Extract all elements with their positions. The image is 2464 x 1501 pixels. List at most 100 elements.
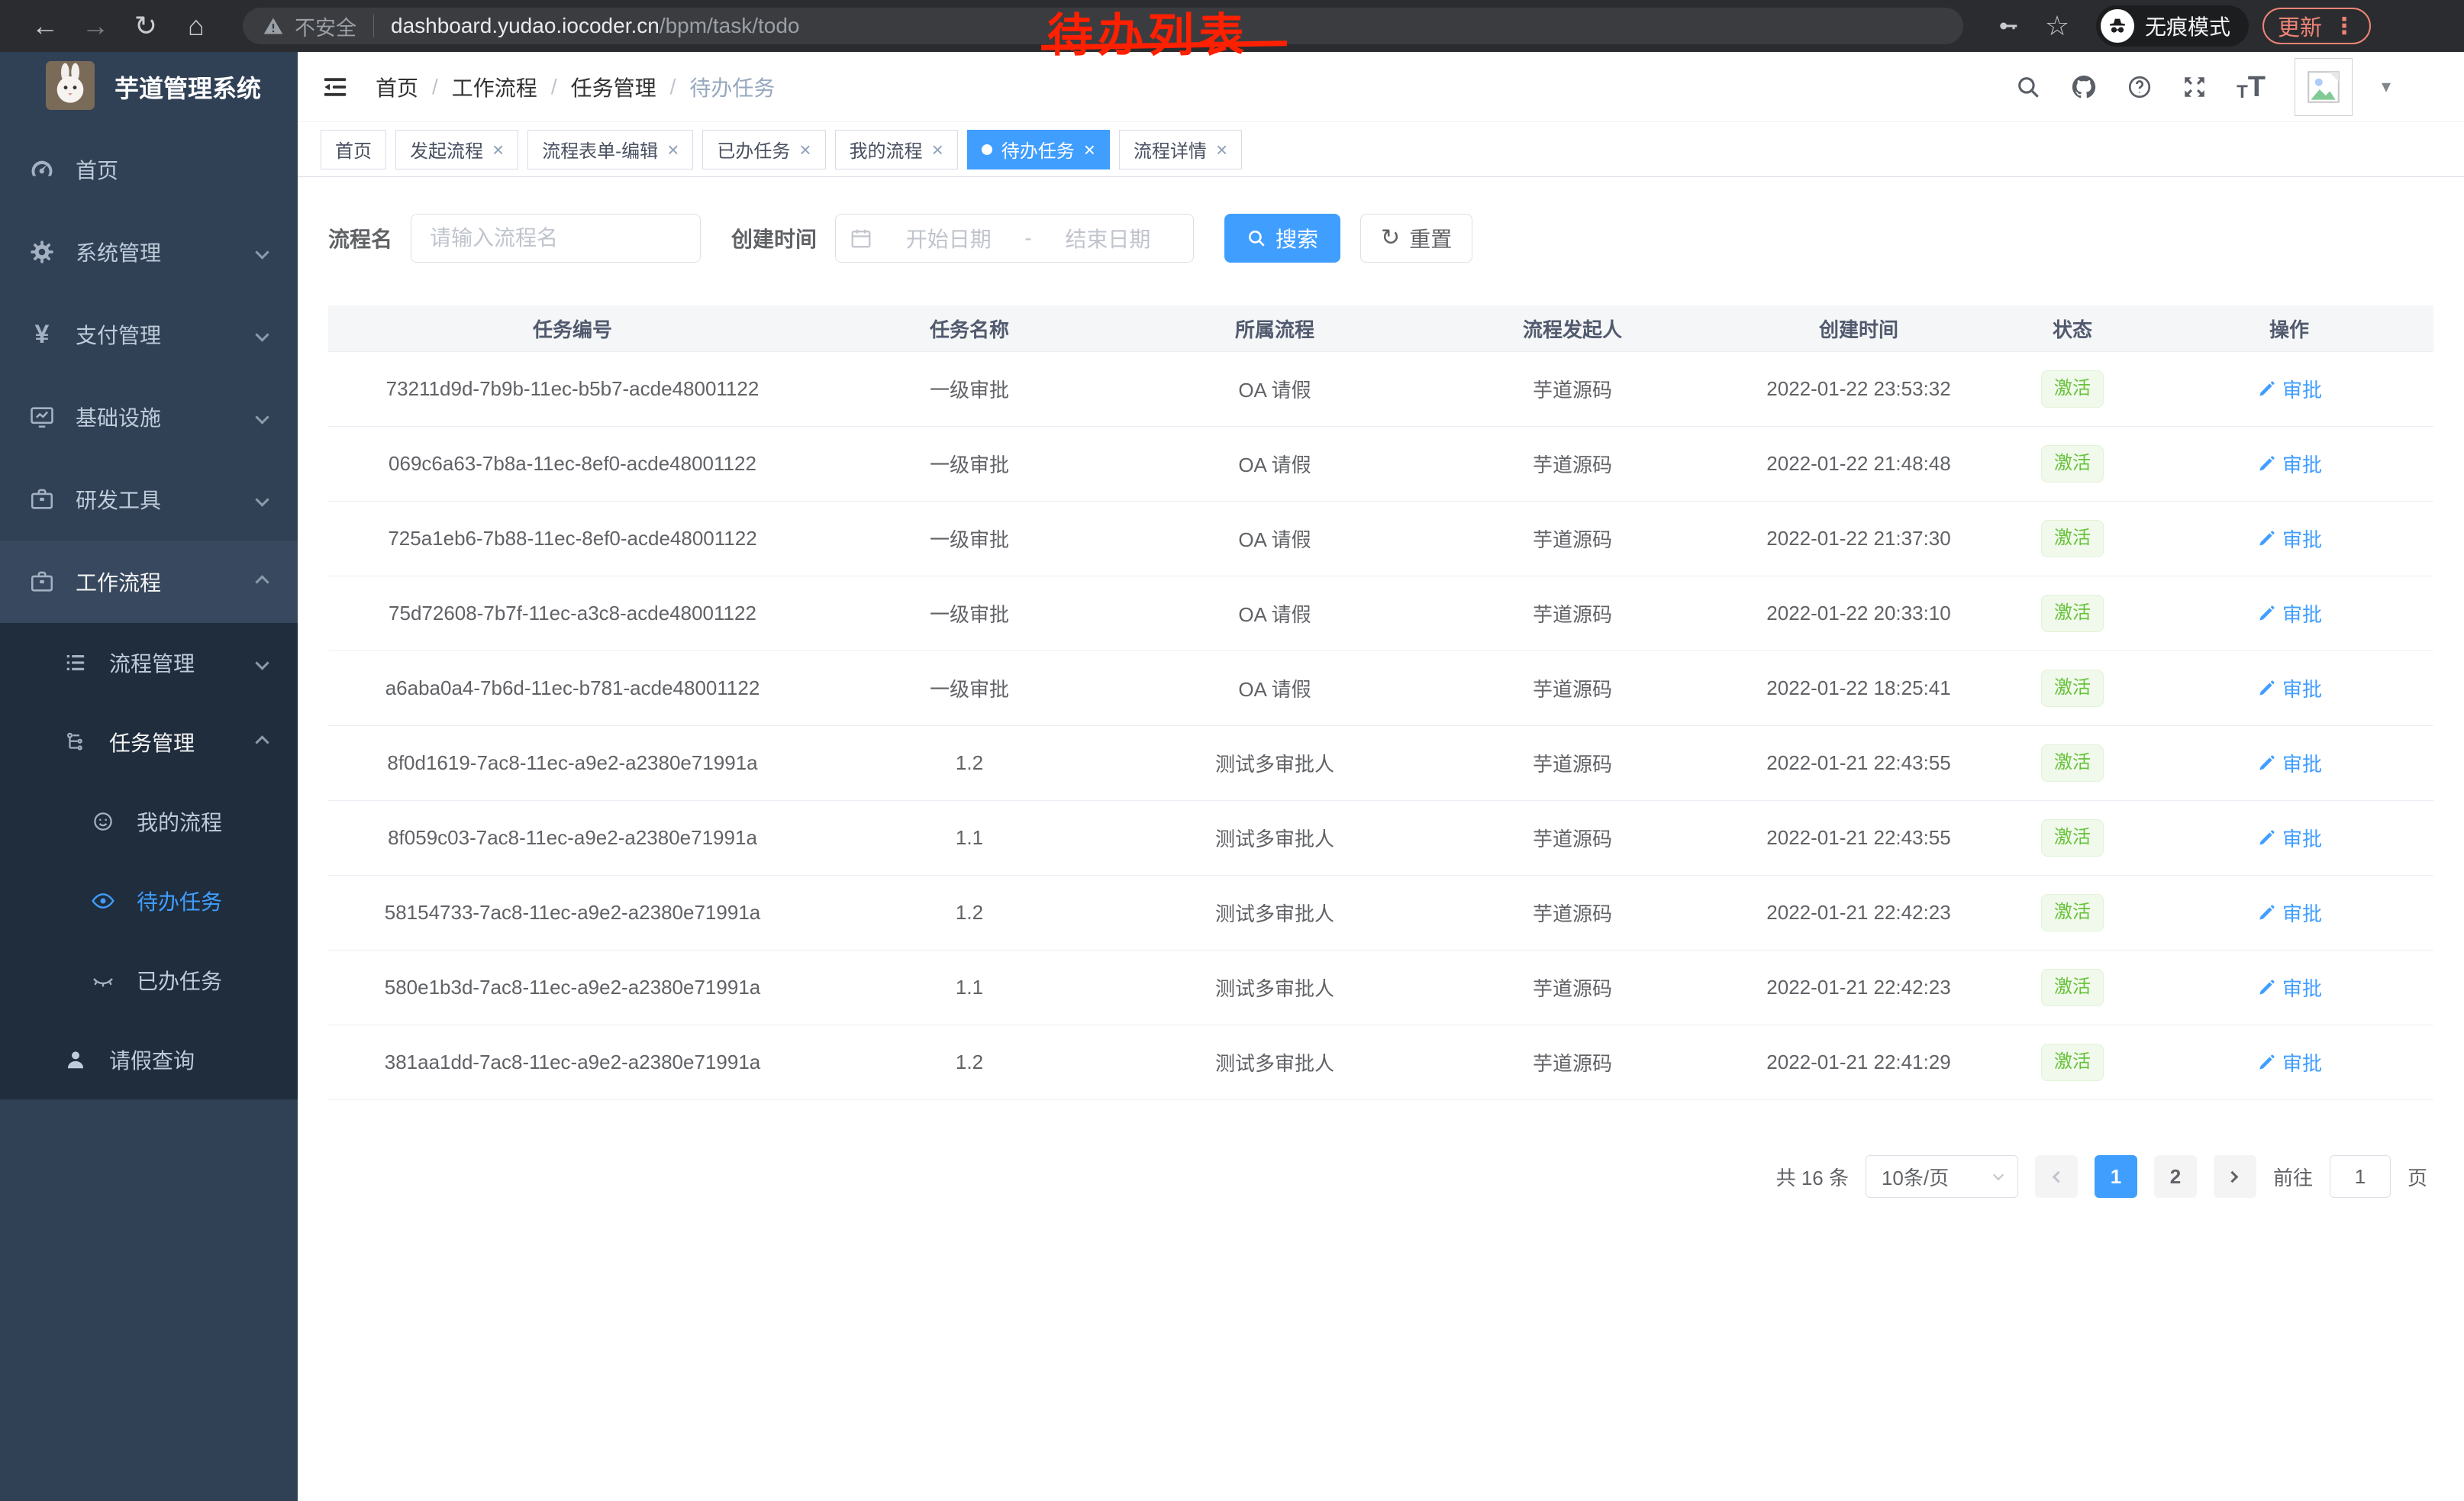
goto-page-input[interactable] <box>2329 1155 2391 1198</box>
sidebar-item-label: 基础设施 <box>76 406 162 430</box>
approve-link[interactable]: 审批 <box>2256 674 2322 702</box>
browser-menu-icon[interactable]: ⋮ <box>2333 13 2356 39</box>
sidebar-item-home[interactable]: 首页 <box>0 128 298 211</box>
page-button-2[interactable]: 2 <box>2153 1155 2197 1198</box>
tab-label: 待办任务 <box>1001 141 1075 162</box>
next-page-button[interactable] <box>2213 1155 2256 1198</box>
cell-status: 激活 <box>2000 951 2145 1025</box>
approve-link[interactable]: 审批 <box>2256 973 2322 1002</box>
breadcrumb-item-workflow[interactable]: 工作流程 <box>451 76 537 100</box>
tab-process-detail[interactable]: 流程详情 × <box>1118 129 1243 169</box>
sidebar-item-dev-tools[interactable]: 研发工具 <box>0 458 298 541</box>
tab-todo-tasks[interactable]: 待办任务 × <box>966 129 1110 169</box>
reload-button[interactable]: ↻ <box>134 10 158 41</box>
approve-link[interactable]: 审批 <box>2256 525 2322 553</box>
security-warning-label[interactable]: 不安全 <box>295 16 356 40</box>
person-face-icon <box>86 810 120 833</box>
back-button[interactable]: ← <box>31 10 59 41</box>
pagination: 共 16 条 10条/页 1 2 前往 页 <box>298 1155 2464 1198</box>
sidebar-collapse-icon[interactable] <box>321 73 350 102</box>
table-row: 069c6a63-7b8a-11ec-8ef0-acde48001122 一级审… <box>328 426 2433 501</box>
sidebar-item-my-process[interactable]: 我的流程 <box>0 782 298 861</box>
cell-initiator: 芋道源码 <box>1532 678 1612 701</box>
approve-link[interactable]: 审批 <box>2256 1048 2322 1077</box>
breadcrumb-separator: / <box>550 74 557 98</box>
bookmark-star-icon[interactable]: ☆ <box>2044 10 2070 41</box>
approve-link[interactable]: 审批 <box>2256 599 2322 628</box>
close-icon[interactable]: × <box>492 137 505 161</box>
chevron-down-icon <box>255 244 269 260</box>
sidebar-item-todo-tasks[interactable]: 待办任务 <box>0 861 298 941</box>
sidebar-item-system[interactable]: 系统管理 <box>0 211 298 293</box>
sidebar-item-leave-query[interactable]: 请假查询 <box>0 1020 298 1099</box>
chevron-up-icon <box>255 574 269 589</box>
sidebar-item-label: 我的流程 <box>137 811 223 834</box>
sidebar-item-payment[interactable]: ¥ 支付管理 <box>0 293 298 376</box>
sidebar-item-label: 首页 <box>76 159 119 182</box>
prev-page-button[interactable] <box>2034 1155 2078 1198</box>
column-header-task-id: 任务编号 <box>532 318 612 341</box>
search-button[interactable]: 搜索 <box>1224 214 1341 263</box>
page-button-1[interactable]: 1 <box>2094 1155 2137 1198</box>
forward-button[interactable]: → <box>82 10 109 41</box>
close-icon[interactable]: × <box>799 137 811 161</box>
help-icon[interactable] <box>2127 74 2153 100</box>
status-badge: 激活 <box>2041 370 2104 408</box>
page-size-select[interactable]: 10条/页 <box>1865 1155 2018 1198</box>
table-row: 58154733-7ac8-11ec-a9e2-a2380e71991a 1.2… <box>328 875 2433 950</box>
close-icon[interactable]: × <box>1083 137 1095 161</box>
cell-task-id: a6aba0a4-7b6d-11ec-b781-acde48001122 <box>385 676 760 699</box>
briefcase-icon <box>25 569 59 595</box>
approve-link[interactable]: 审批 <box>2256 749 2322 777</box>
avatar[interactable] <box>2294 57 2353 116</box>
caret-down-icon[interactable]: ▾ <box>2381 76 2391 97</box>
sidebar-item-infrastructure[interactable]: 基础设施 <box>0 376 298 458</box>
sidebar-item-done-tasks[interactable]: 已办任务 <box>0 941 298 1020</box>
cell-task-name: 1.1 <box>955 826 984 849</box>
warning-icon <box>263 15 284 37</box>
sidebar-item-task-management[interactable]: 任务管理 <box>0 702 298 782</box>
update-button[interactable]: 更新 ⋮ <box>2262 8 2371 44</box>
workflow-submenu: 流程管理 任务管理 我的流程 待办任务 <box>0 623 298 1099</box>
key-icon[interactable] <box>1997 15 2020 37</box>
breadcrumb-item-home[interactable]: 首页 <box>376 76 419 100</box>
cell-create-time: 2022-01-21 22:43:55 <box>1766 826 1951 849</box>
approve-link[interactable]: 审批 <box>2256 375 2322 403</box>
date-range-picker[interactable]: 开始日期 - 结束日期 <box>835 214 1195 263</box>
tab-start-process[interactable]: 发起流程 × <box>395 129 519 169</box>
process-name-input[interactable] <box>411 214 701 263</box>
cell-task-id: 58154733-7ac8-11ec-a9e2-a2380e71991a <box>384 901 761 924</box>
address-bar[interactable]: 不安全 dashboard.yudao.iocoder.cn/bpm/task/… <box>243 8 1963 44</box>
search-icon[interactable] <box>2015 74 2041 100</box>
approve-link[interactable]: 审批 <box>2256 824 2322 852</box>
github-icon[interactable] <box>2070 73 2098 101</box>
tab-my-process[interactable]: 我的流程 × <box>834 129 958 169</box>
tab-label: 发起流程 <box>410 141 483 162</box>
approve-link[interactable]: 审批 <box>2256 450 2322 478</box>
status-badge: 激活 <box>2041 819 2104 857</box>
close-icon[interactable]: × <box>1215 137 1228 161</box>
cell-initiator: 芋道源码 <box>1532 753 1612 776</box>
tab-home[interactable]: 首页 <box>321 129 386 169</box>
home-button[interactable]: ⌂ <box>188 10 205 41</box>
approve-link[interactable]: 审批 <box>2256 899 2322 927</box>
cell-process: 测试多审批人 <box>1214 828 1334 851</box>
cell-create-time: 2022-01-22 20:33:10 <box>1766 602 1951 625</box>
app-logo-row[interactable]: 芋道管理系统 <box>0 52 298 122</box>
close-icon[interactable]: × <box>667 137 679 161</box>
fullscreen-icon[interactable] <box>2182 74 2208 100</box>
cell-process: OA 请假 <box>1238 603 1311 626</box>
reset-button[interactable]: ↻ 重置 <box>1360 214 1473 263</box>
table-row: 73211d9d-7b9b-11ec-b5b7-acde48001122 一级审… <box>328 351 2433 426</box>
tab-label: 已办任务 <box>717 141 791 162</box>
tab-process-form-edit[interactable]: 流程表单-编辑 × <box>527 129 694 169</box>
cell-status: 激活 <box>2000 726 2145 800</box>
tab-done-tasks[interactable]: 已办任务 × <box>702 129 826 169</box>
cell-initiator: 芋道源码 <box>1532 977 1612 1000</box>
close-icon[interactable]: × <box>931 137 943 161</box>
cell-action: 审批 <box>2145 1025 2433 1099</box>
sidebar-item-process-management[interactable]: 流程管理 <box>0 623 298 702</box>
sidebar-item-workflow[interactable]: 工作流程 <box>0 541 298 623</box>
breadcrumb-item-task-management[interactable]: 任务管理 <box>570 76 656 100</box>
